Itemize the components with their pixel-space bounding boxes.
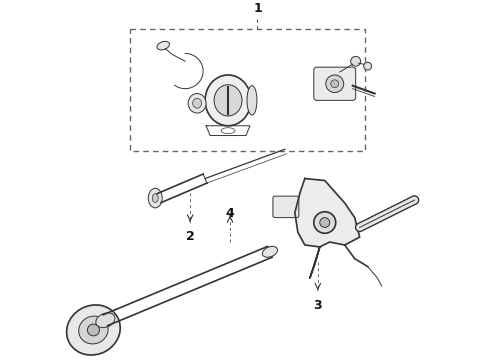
- Ellipse shape: [79, 316, 108, 344]
- Ellipse shape: [320, 217, 330, 228]
- Ellipse shape: [326, 75, 343, 93]
- Ellipse shape: [331, 80, 339, 88]
- Ellipse shape: [152, 194, 158, 202]
- Ellipse shape: [262, 246, 277, 257]
- Ellipse shape: [157, 41, 170, 50]
- Text: 4: 4: [226, 207, 234, 220]
- Ellipse shape: [67, 305, 120, 355]
- Text: 1: 1: [253, 3, 262, 15]
- Ellipse shape: [188, 94, 206, 113]
- Ellipse shape: [87, 324, 99, 336]
- Ellipse shape: [351, 57, 361, 66]
- Ellipse shape: [193, 98, 201, 108]
- FancyBboxPatch shape: [314, 67, 356, 100]
- Polygon shape: [295, 179, 360, 247]
- Ellipse shape: [214, 85, 242, 116]
- Text: 3: 3: [314, 299, 322, 312]
- Ellipse shape: [314, 212, 336, 233]
- Ellipse shape: [96, 313, 115, 328]
- Ellipse shape: [148, 188, 162, 208]
- Ellipse shape: [247, 86, 257, 115]
- Ellipse shape: [364, 62, 371, 70]
- Ellipse shape: [205, 75, 251, 126]
- FancyBboxPatch shape: [273, 196, 299, 217]
- Bar: [130, 29, 365, 151]
- Text: 2: 2: [186, 230, 195, 243]
